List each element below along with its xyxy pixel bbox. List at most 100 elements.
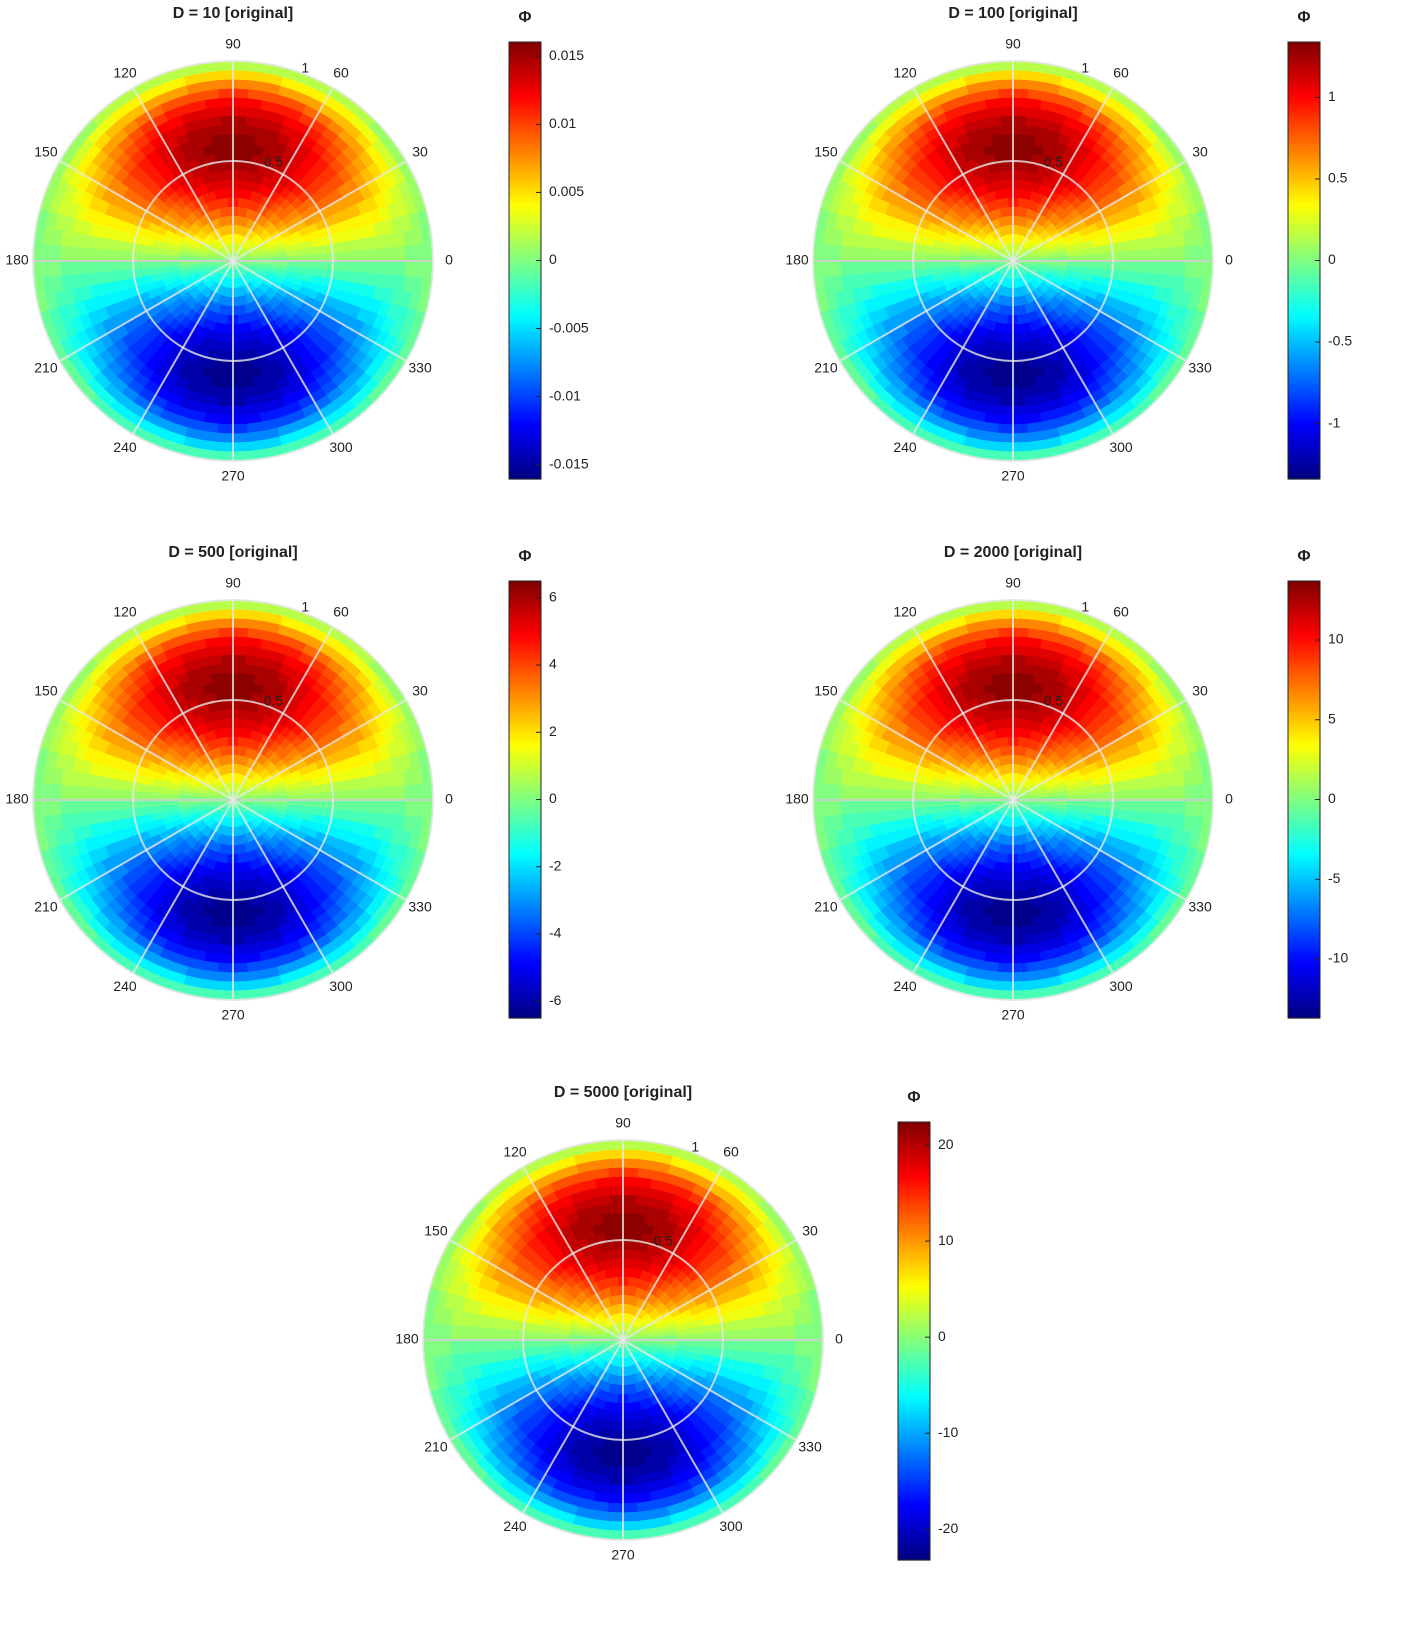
colorbar-swatch: [509, 336, 541, 342]
contour-cell: [219, 654, 234, 665]
contour-cell: [1139, 260, 1150, 274]
chart-title: D = 10 [original]: [173, 5, 293, 22]
contour-cell: [41, 260, 53, 278]
contour-cell: [332, 790, 343, 801]
colorbar-swatch: [1288, 289, 1320, 294]
contour-cell: [999, 405, 1014, 416]
contour-cell: [225, 333, 234, 344]
contour-cell: [1018, 188, 1026, 199]
contour-cell: [232, 899, 243, 910]
contour-cell: [305, 253, 316, 262]
contour-cell: [1148, 260, 1159, 275]
colorbar-swatch: [1288, 278, 1320, 283]
contour-cell: [858, 247, 869, 262]
radial-tick-label: 1: [301, 59, 309, 75]
contour-cell: [930, 253, 941, 262]
contour-cell: [341, 250, 352, 262]
contour-cell: [41, 783, 53, 801]
contour-cell: [1129, 238, 1141, 252]
colorbar-swatch: [509, 165, 541, 171]
contour-cell: [132, 790, 143, 801]
contour-cell: [212, 681, 224, 693]
colorbar-swatch: [1288, 89, 1320, 94]
contour-cell: [885, 238, 897, 252]
contour-cell: [1120, 240, 1132, 252]
contour-cell: [50, 244, 62, 262]
colorbar-swatch: [1288, 78, 1320, 83]
colorbar-swatch: [509, 202, 541, 207]
contour-cell: [41, 244, 53, 262]
contour-cell: [1005, 178, 1014, 189]
colorbar-tick-label: 0: [549, 251, 557, 267]
contour-cell: [232, 626, 249, 638]
contour-cell: [1001, 133, 1014, 144]
colorbar-swatch: [1288, 56, 1320, 61]
colorbar-swatch: [1288, 329, 1320, 334]
contour-cell: [341, 799, 352, 811]
contour-cell: [359, 787, 370, 801]
contour-cell: [96, 787, 107, 801]
contour-cell: [69, 785, 80, 801]
contour-cell: [222, 908, 234, 919]
angle-tick-label: 90: [1005, 36, 1021, 52]
contour-cell: [894, 260, 905, 272]
colorbar-swatch: [509, 442, 541, 447]
contour-cell: [41, 799, 53, 817]
angle-tick-label: 210: [34, 360, 58, 376]
colorbar-swatch: [1288, 355, 1320, 360]
contour-cell: [219, 935, 234, 946]
colorbar-swatch: [1288, 344, 1320, 349]
colorbar-swatch: [1288, 380, 1320, 385]
colorbar-swatch: [1288, 264, 1320, 269]
angle-tick-label: 210: [814, 360, 838, 376]
colorbar-swatch: [1288, 449, 1320, 455]
colorbar-swatch: [509, 71, 541, 76]
colorbar-swatch: [509, 406, 541, 411]
contour-cell: [132, 260, 143, 271]
colorbar-swatch: [509, 136, 541, 141]
colorbar-swatch: [509, 205, 541, 211]
contour-cell: [998, 332, 1007, 343]
contour-cell: [114, 250, 125, 262]
contour-cell: [222, 681, 234, 692]
contour-cell: [232, 962, 249, 974]
contour-cell: [1112, 251, 1123, 262]
colorbar-swatch: [509, 111, 541, 116]
colorbar-swatch: [1288, 111, 1320, 116]
contour-cell: [867, 260, 878, 275]
contour-cell: [903, 260, 914, 271]
contour-cell: [921, 252, 932, 262]
contour-cell: [217, 423, 234, 435]
colorbar-swatch: [509, 184, 541, 189]
colorbar-swatch: [1288, 468, 1320, 473]
contour-cell: [212, 907, 224, 919]
colorbar-swatch: [1288, 275, 1320, 280]
colorbar-swatch: [1288, 398, 1320, 404]
colorbar-swatch: [509, 74, 541, 80]
contour-cell: [232, 124, 246, 135]
contour-cell: [323, 790, 334, 801]
colorbar-swatch: [509, 245, 541, 251]
angle-tick-label: 300: [1109, 439, 1133, 455]
colorbar-swatch: [509, 300, 541, 305]
contour-cell: [232, 78, 250, 90]
contour-cell: [1094, 260, 1105, 270]
colorbar-swatch: [509, 344, 541, 349]
contour-cell: [141, 260, 152, 270]
colorbar-swatch: [509, 391, 541, 396]
colorbar-swatch: [509, 49, 541, 54]
colorbar-swatch: [1288, 464, 1320, 469]
colorbar-swatch: [1288, 216, 1320, 222]
contour-cell: [105, 249, 116, 262]
contour-cell: [990, 377, 1004, 389]
contour-cell: [96, 248, 107, 262]
contour-cell: [216, 880, 227, 891]
contour-cell: [368, 786, 379, 801]
contour-cell: [368, 260, 379, 275]
colorbar-swatch: [1288, 347, 1320, 353]
contour-cell: [305, 792, 316, 801]
contour-cell: [160, 248, 171, 256]
contour-cell: [1148, 247, 1159, 262]
contour-cell: [232, 872, 241, 883]
